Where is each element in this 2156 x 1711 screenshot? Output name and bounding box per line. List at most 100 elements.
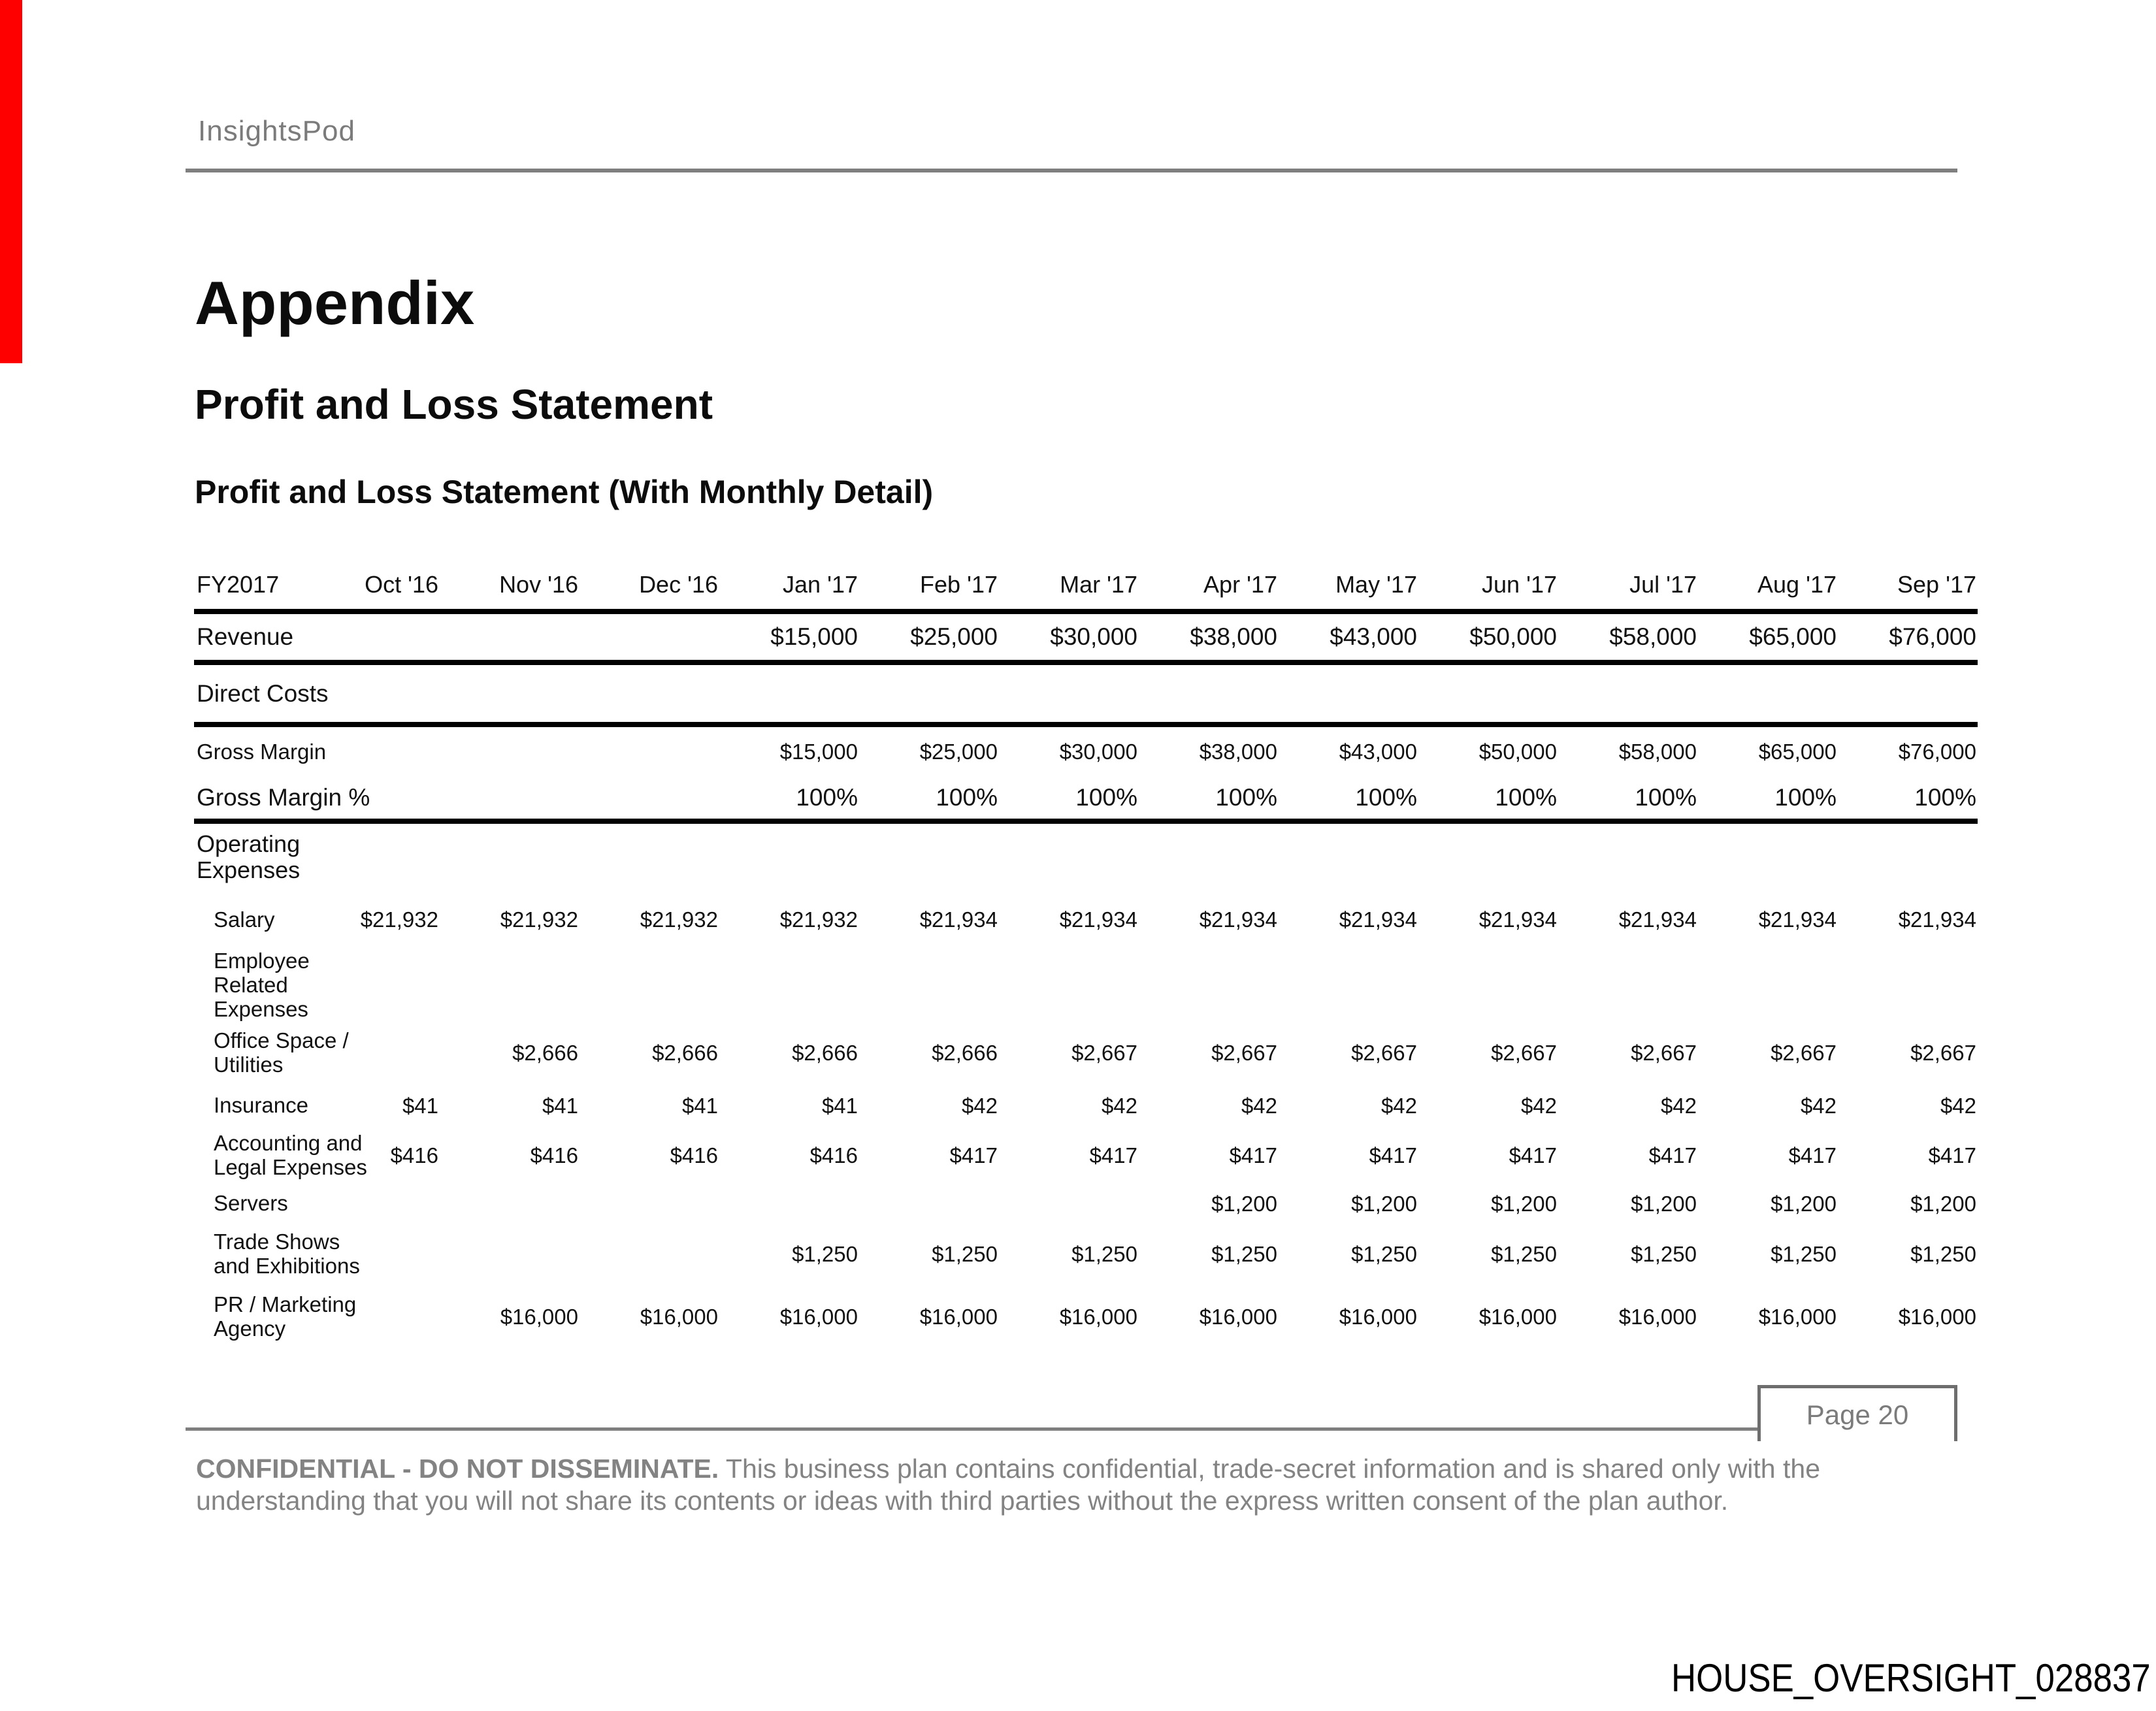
cell: $21,934 bbox=[1758, 907, 1837, 932]
row-label: Office Space / Utilities bbox=[214, 1028, 349, 1077]
cell bbox=[440, 1224, 580, 1284]
cell: $1,250 bbox=[1211, 1241, 1277, 1266]
cell: $41 bbox=[542, 1093, 578, 1118]
cell: $2,667 bbox=[1491, 1040, 1557, 1065]
column-header: Dec '16 bbox=[639, 571, 718, 598]
left-edge-red-bar bbox=[0, 0, 22, 363]
cell: $417 bbox=[949, 1143, 998, 1167]
cell: $16,000 bbox=[500, 1304, 578, 1329]
cell: $21,932 bbox=[779, 907, 858, 932]
table-row-servers: Servers $1,200 $1,200 $1,200 $1,200 $1,200 $1,… bbox=[194, 1184, 1978, 1224]
column-header: Apr '17 bbox=[1203, 571, 1277, 598]
cell bbox=[1698, 949, 1838, 1022]
cell bbox=[300, 611, 440, 662]
cell bbox=[1418, 662, 1558, 725]
cell bbox=[440, 611, 580, 662]
cell: $1,200 bbox=[1351, 1191, 1417, 1216]
cell: 100% bbox=[1355, 784, 1417, 811]
cell: 100% bbox=[1075, 784, 1137, 811]
cell bbox=[1558, 949, 1698, 1022]
cell bbox=[440, 777, 580, 821]
exhibit-stamp: HOUSE_OVERSIGHT_028837 bbox=[1671, 1656, 2151, 1700]
row-label: Servers bbox=[214, 1191, 288, 1216]
cell: $16,000 bbox=[1339, 1304, 1417, 1329]
row-label: Gross Margin bbox=[197, 739, 327, 764]
cell: $15,000 bbox=[779, 740, 858, 764]
cell: 100% bbox=[796, 784, 858, 811]
cell: $58,000 bbox=[1609, 623, 1697, 650]
cell: $25,000 bbox=[910, 623, 998, 650]
table-row-gross-margin-pct: Gross Margin % 100% 100% 100% 100% 100% 100% 10… bbox=[194, 777, 1978, 821]
row-label: PR / Marketing Agency bbox=[214, 1292, 357, 1341]
profit-loss-table: FY2017 Oct '16 Nov '16 Dec '16 Jan '17 Feb '1… bbox=[194, 561, 1978, 1350]
confidential-disclaimer: CONFIDENTIAL - DO NOT DISSEMINATE. This … bbox=[196, 1453, 1842, 1517]
cell: $25,000 bbox=[919, 740, 998, 764]
cell: $76,000 bbox=[1898, 740, 1976, 764]
cell: 100% bbox=[1215, 784, 1277, 811]
row-label: Operating Expenses bbox=[197, 830, 301, 883]
cell: $43,000 bbox=[1330, 623, 1417, 650]
cell: $1,200 bbox=[1771, 1191, 1837, 1216]
cell: $76,000 bbox=[1889, 623, 1976, 650]
column-header: May '17 bbox=[1335, 571, 1417, 598]
cell: $16,000 bbox=[1898, 1304, 1976, 1329]
cell: 100% bbox=[1774, 784, 1837, 811]
table-row-employee-related-expenses: Employee Related Expenses bbox=[194, 949, 1978, 1022]
column-header: Jul '17 bbox=[1629, 571, 1697, 598]
table-row-accounting-legal-expenses: Accounting and Legal Expenses $416 $416 $416… bbox=[194, 1128, 1978, 1184]
cell bbox=[580, 1224, 719, 1284]
cell: $16,000 bbox=[919, 1304, 998, 1329]
cell bbox=[580, 611, 719, 662]
cell: $30,000 bbox=[1059, 740, 1137, 764]
cell bbox=[1558, 662, 1698, 725]
cell bbox=[1139, 662, 1279, 725]
cell: $2,666 bbox=[652, 1040, 718, 1065]
cell bbox=[859, 949, 999, 1022]
column-header: Aug '17 bbox=[1757, 571, 1837, 598]
cell: 100% bbox=[1635, 784, 1697, 811]
cell: 100% bbox=[1914, 784, 1976, 811]
cell bbox=[719, 949, 859, 1022]
cell: $416 bbox=[670, 1143, 718, 1167]
cell: $417 bbox=[1648, 1143, 1697, 1167]
cell: $417 bbox=[1089, 1143, 1137, 1167]
disclaimer-body: This business plan contains confidential… bbox=[196, 1454, 1820, 1516]
cell: $65,000 bbox=[1749, 623, 1837, 650]
cell bbox=[1558, 821, 1698, 890]
row-label: Gross Margin % bbox=[197, 784, 370, 811]
column-header: Feb '17 bbox=[920, 571, 998, 598]
cell bbox=[440, 821, 580, 890]
cell: $2,667 bbox=[1910, 1040, 1976, 1065]
cell: $50,000 bbox=[1478, 740, 1557, 764]
table-row-direct-costs: Direct Costs bbox=[194, 662, 1978, 725]
cell bbox=[999, 1184, 1139, 1224]
table-row-office-space-utilities: Office Space / Utilities $2,666 $2,666 $2,66… bbox=[194, 1022, 1978, 1084]
cell: $1,250 bbox=[1071, 1241, 1137, 1266]
cell: $21,934 bbox=[1339, 907, 1417, 932]
cell: $42 bbox=[1101, 1093, 1137, 1118]
cell: $43,000 bbox=[1339, 740, 1417, 764]
cell: $1,200 bbox=[1211, 1191, 1277, 1216]
row-label: Trade Shows and Exhibitions bbox=[214, 1229, 360, 1278]
cell bbox=[1279, 662, 1418, 725]
cell: $30,000 bbox=[1050, 623, 1137, 650]
cell: $21,932 bbox=[500, 907, 578, 932]
cell: $41 bbox=[681, 1093, 718, 1118]
row-label: Salary bbox=[214, 907, 275, 932]
cell: $21,932 bbox=[640, 907, 718, 932]
cell: $16,000 bbox=[1758, 1304, 1837, 1329]
cell: $38,000 bbox=[1190, 623, 1277, 650]
row-label: Direct Costs bbox=[197, 679, 329, 707]
cell: $2,667 bbox=[1351, 1040, 1417, 1065]
cell bbox=[1698, 821, 1838, 890]
row-label: Employee Related Expenses bbox=[214, 949, 310, 1021]
cell: $1,250 bbox=[792, 1241, 858, 1266]
cell: $2,666 bbox=[932, 1040, 998, 1065]
cell bbox=[300, 821, 440, 890]
page-number: Page 20 bbox=[1806, 1399, 1909, 1430]
cell: $21,934 bbox=[1199, 907, 1277, 932]
cell bbox=[859, 1184, 999, 1224]
page-number-box: Page 20 bbox=[1757, 1385, 1957, 1441]
column-header: Nov '16 bbox=[499, 571, 578, 598]
